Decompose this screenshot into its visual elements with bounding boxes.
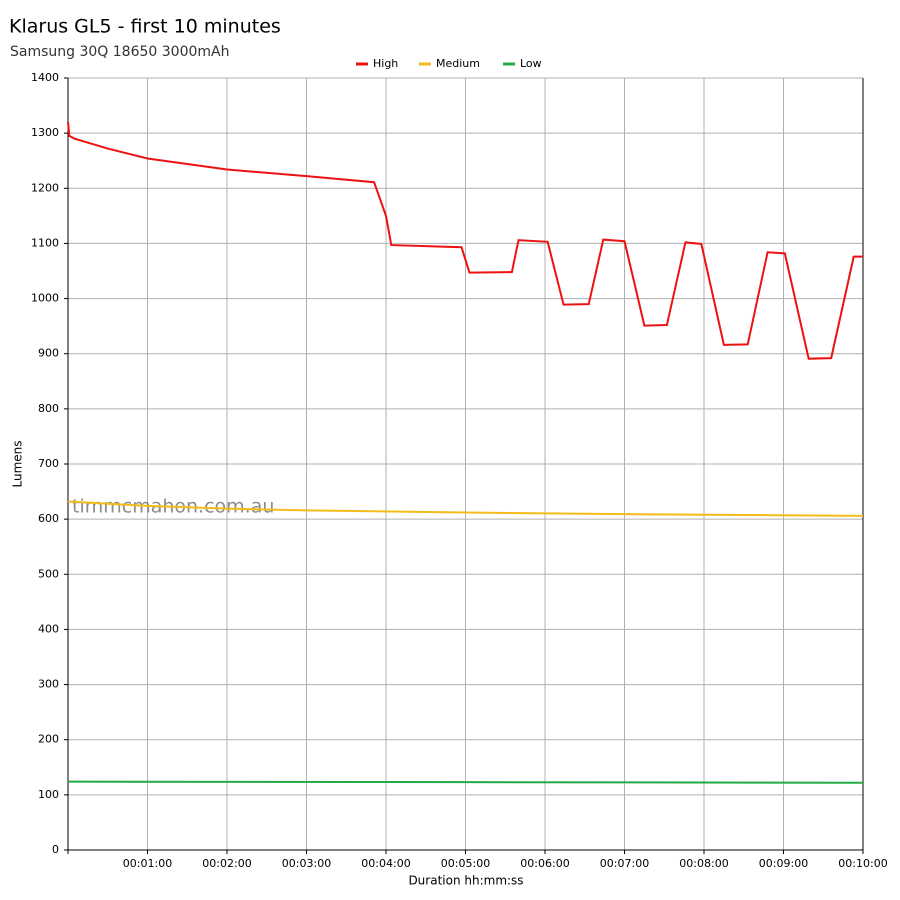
y-tick-label: 700 [38,457,59,470]
y-tick-label: 1000 [31,292,59,305]
y-tick-label: 400 [38,622,59,635]
y-tick-label: 1100 [31,236,59,249]
chart-subtitle: Samsung 30Q 18650 3000mAh [10,44,229,60]
y-axis-label: Lumens [11,440,25,487]
data-line [67,780,864,784]
x-axis-label: Duration hh:mm:ss [408,874,523,888]
y-tick-label: 800 [38,402,59,415]
x-tick-label: 00:04:00 [361,857,410,870]
legend-label: Medium [436,57,480,70]
y-tick-label: 600 [38,512,59,525]
x-tick-label: 00:09:00 [759,857,808,870]
y-tick-label: 100 [38,788,59,801]
x-tick-label: 00:05:00 [441,857,490,870]
y-tick-label: 500 [38,567,59,580]
y-tick-label: 200 [38,733,59,746]
x-tick-label: 00:07:00 [600,857,649,870]
legend-label: High [373,57,398,70]
y-tick-label: 0 [52,843,59,856]
y-tick-label: 300 [38,678,59,691]
y-tick-label: 1300 [31,126,59,139]
x-tick-label: 00:06:00 [520,857,569,870]
x-tick-label: 00:03:00 [282,857,331,870]
chart-title: Klarus GL5 - first 10 minutes [9,16,281,38]
y-tick-label: 1200 [31,181,59,194]
data-line [67,122,863,360]
x-tick-label: 00:02:00 [202,857,251,870]
y-tick-label: 1400 [31,71,59,84]
x-tick-label: 00:10:00 [838,857,887,870]
y-tick-label: 900 [38,347,59,360]
data-line [67,500,864,517]
x-tick-label: 00:08:00 [679,857,728,870]
x-tick-label: 00:01:00 [123,857,172,870]
legend-label: Low [520,57,542,70]
